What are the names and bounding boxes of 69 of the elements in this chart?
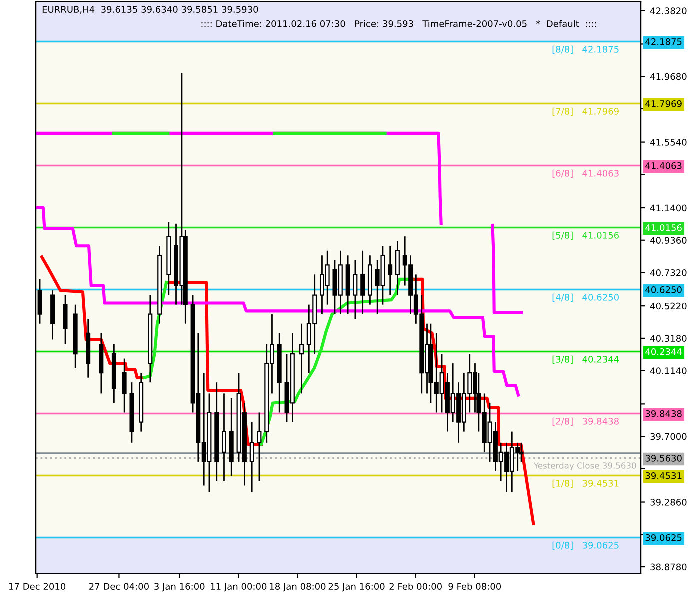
candlestick [214,382,220,482]
candlestick [353,260,358,320]
x-tick-label: 27 Dec 04:00 [90,583,149,590]
candlestick [229,398,234,477]
y-tick-label: 39.7000 [650,433,687,440]
x-tick-label: 11 Jan 00:00 [211,583,267,592]
y-tick-label: 40.7320 [650,269,687,276]
y-tick-label: 40.5220 [650,302,687,310]
y-tick-label: 40.1140 [650,368,687,374]
candlestick [300,323,304,394]
candlestick [130,382,134,444]
ref-line-label: [5/8] 41.0156 [552,232,620,240]
y-tick-label: 41.9680 [650,73,687,80]
candlestick [277,332,282,414]
y2-tick-label: 39.4531 [646,472,682,480]
y-tick-label: 38.8780 [650,564,687,571]
x-tick-label: 3 Jan 16:00 [154,583,205,592]
y-tick-label: 41.1400 [650,204,687,212]
y2-tick-label: 40.2344 [646,348,682,356]
y-tick-label: 40.3180 [650,335,687,342]
y2-tick-label: 39.0625 [646,534,682,542]
candlestick [50,290,56,340]
ref-line-label: [8/8] 42.1875 [552,46,619,54]
x-tick-label: 25 Jan 16:00 [328,583,385,592]
candlestick [222,393,226,482]
y-tick-label: 39.2860 [650,498,687,506]
line-series [36,206,520,397]
x-tick-label: 17 Dec 2010 [10,583,66,590]
candlestick [368,254,372,306]
candlestick [346,254,350,316]
candlestick [148,294,153,384]
candlestick [122,358,127,414]
candlestick [257,412,262,482]
candlestick [395,240,400,296]
y2-tick-label: 41.4063 [646,162,682,170]
candlestick [86,318,91,379]
candlestick [73,304,78,370]
ref-line-label: [1/8] 39.4531 [552,480,619,488]
candlestick [388,245,393,296]
ref-line-label: [6/8] 41.4063 [552,170,619,178]
ref-line-label: [0/8] 39.0625 [552,542,619,550]
y-tick-label: 41.5540 [650,139,687,146]
candlestick [360,250,366,316]
candlestick [250,422,254,493]
candlestick [99,332,104,394]
ref-line-label: [4/8] 40.6250 [552,294,619,302]
y-tick-label: 42.3820 [650,8,687,14]
candlestick [166,222,172,296]
candlestick [183,230,188,325]
y2-tick-label: 42.1875 [646,38,682,46]
ref-line-label: [2/8] 39.8438 [552,418,619,426]
y2-tick-label: 39.8438 [646,410,682,418]
y2-tick-label: 41.0156 [646,224,682,232]
ref-line-label: [3/8] 40.2344 [552,356,620,364]
x-tick-label: 9 Feb 08:00 [448,583,502,590]
candlestick [112,344,116,404]
y2-tick-label: 40.6250 [646,286,682,294]
ref-line-label: Yesterday Close 39.5630 [534,462,636,471]
y-tick-label: 40.9360 [650,237,687,244]
candlestick [158,245,162,325]
x-tick-label: 18 Jan 08:00 [270,583,326,592]
candlestick [63,294,68,346]
text: :::: DateTime: 2011.02.16 07:30 Price: 39.593 TimeFrame-2007-v0.05 * Default :::: [202,20,596,28]
y2-tick-label: 41.7969 [646,100,682,108]
candlestick [139,372,144,432]
chart-title: EURRUB,H4 39.6135 39.6340 39.5851 39.5930 [42,6,258,14]
y2-tick-label: 39.5630 [646,455,682,462]
ref-line-label: [7/8] 41.7969 [552,108,619,116]
x-tick-label: 2 Feb 00:00 [390,583,442,590]
